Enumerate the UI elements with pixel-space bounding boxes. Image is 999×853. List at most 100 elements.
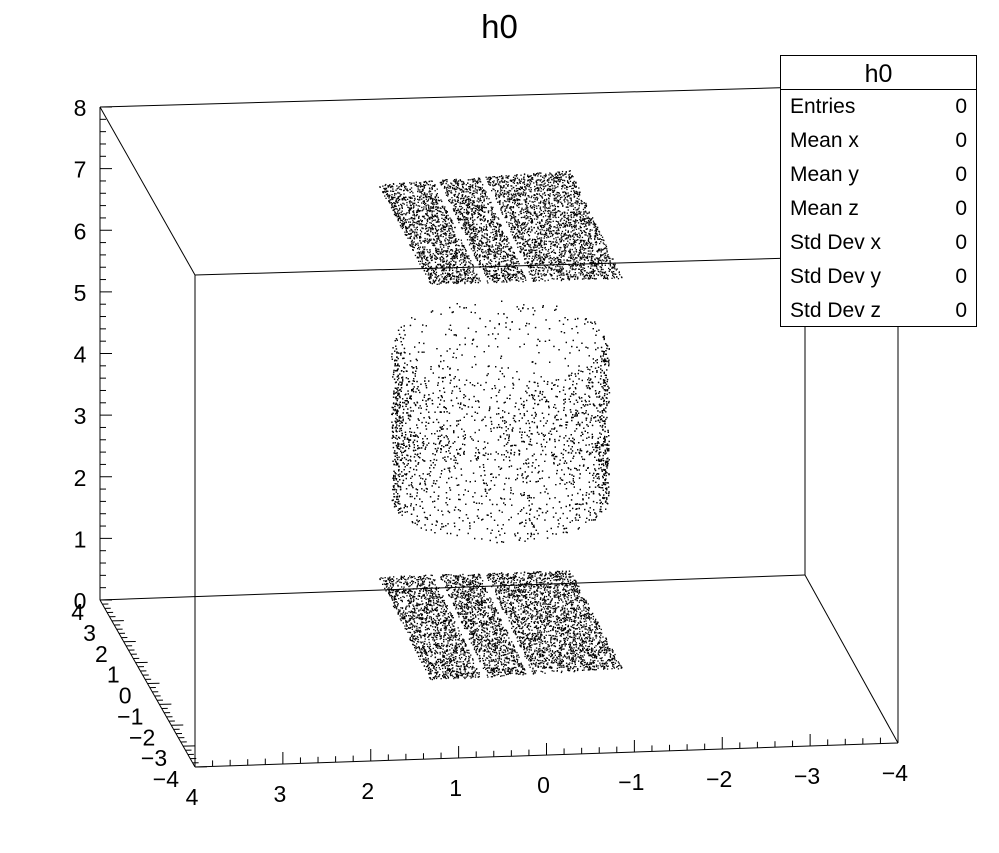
scatter-point bbox=[468, 222, 470, 224]
scatter-point bbox=[511, 223, 513, 225]
scatter-point bbox=[404, 188, 406, 190]
scatter-point bbox=[559, 276, 562, 279]
scatter-point bbox=[429, 208, 431, 210]
scatter-point bbox=[533, 212, 536, 215]
scatter-point bbox=[563, 250, 565, 252]
scatter-point bbox=[557, 183, 559, 185]
scatter-point bbox=[570, 225, 573, 228]
scatter-point bbox=[481, 251, 483, 253]
scatter-point bbox=[477, 179, 480, 181]
scatter-point bbox=[408, 209, 410, 212]
scatter-point bbox=[528, 264, 531, 266]
scatter-point bbox=[408, 207, 410, 209]
scatter-point bbox=[478, 255, 480, 257]
scatter-point bbox=[567, 260, 569, 262]
scatter-point bbox=[536, 236, 538, 238]
scatter-point bbox=[397, 213, 399, 215]
scatter-point bbox=[490, 232, 492, 234]
scatter-point bbox=[418, 223, 420, 225]
scatter-point bbox=[411, 243, 413, 245]
scatter-point bbox=[530, 207, 532, 209]
scatter-point bbox=[569, 235, 572, 237]
scatter-point bbox=[520, 216, 523, 219]
scatter-point bbox=[484, 237, 486, 239]
scatter-point bbox=[450, 253, 452, 255]
scatter-point bbox=[410, 216, 412, 219]
scatter-point bbox=[587, 250, 589, 252]
scatter-point bbox=[584, 207, 587, 209]
scatter-point bbox=[453, 208, 455, 210]
scatter-point bbox=[488, 241, 491, 243]
scatter-point bbox=[560, 213, 562, 216]
scatter-point bbox=[551, 268, 553, 271]
scatter-point bbox=[503, 258, 505, 260]
scatter-point bbox=[485, 270, 487, 272]
scatter-point bbox=[511, 197, 513, 200]
scatter-point bbox=[502, 260, 504, 263]
scatter-point bbox=[522, 242, 524, 245]
scatter-point bbox=[496, 179, 499, 181]
scatter-point bbox=[384, 195, 386, 197]
scatter-point bbox=[518, 214, 520, 216]
scatter-point bbox=[498, 196, 500, 199]
scatter-point bbox=[473, 277, 475, 279]
scatter-point bbox=[529, 218, 532, 220]
scatter-point bbox=[505, 252, 508, 255]
scatter-point bbox=[461, 195, 463, 197]
scatter-point bbox=[451, 253, 453, 255]
scatter-point bbox=[411, 190, 413, 192]
scatter-point bbox=[462, 199, 465, 201]
scatter-point bbox=[483, 268, 485, 270]
scatter-point bbox=[514, 174, 516, 177]
scatter-point bbox=[598, 258, 600, 260]
scatter-point bbox=[596, 233, 598, 235]
scatter-point bbox=[545, 174, 547, 177]
scatter-point bbox=[485, 227, 487, 230]
scatter-point bbox=[474, 188, 476, 190]
scatter-point bbox=[506, 205, 509, 207]
scatter-point bbox=[467, 182, 469, 184]
scatter-point bbox=[413, 213, 415, 216]
scatter-point bbox=[533, 226, 535, 229]
scatter-point bbox=[480, 249, 483, 251]
scatter-point bbox=[513, 252, 515, 254]
scatter-point bbox=[495, 229, 498, 232]
scatter-point bbox=[540, 184, 542, 186]
scatter-point bbox=[535, 230, 538, 232]
scatter-point bbox=[537, 272, 539, 274]
scatter-point bbox=[551, 274, 553, 277]
scatter-point bbox=[492, 176, 494, 178]
scatter-point bbox=[578, 187, 580, 189]
scatter-point bbox=[463, 245, 465, 248]
scatter-point bbox=[582, 216, 584, 218]
scatter-point bbox=[514, 177, 517, 180]
scatter-point bbox=[523, 223, 525, 226]
scatter-point bbox=[403, 196, 405, 198]
scatter-point bbox=[540, 241, 542, 243]
scatter-point bbox=[474, 276, 476, 278]
scatter-point bbox=[522, 237, 524, 239]
scatter-point bbox=[514, 189, 516, 192]
scatter-point bbox=[577, 261, 579, 263]
scatter-point bbox=[540, 240, 542, 242]
scatter-point bbox=[535, 223, 537, 225]
scatter-point bbox=[548, 261, 550, 263]
scatter-point bbox=[442, 278, 445, 280]
scatter-point bbox=[518, 188, 520, 190]
scatter-point bbox=[440, 231, 442, 233]
scatter-point bbox=[468, 202, 470, 204]
scatter-point bbox=[501, 207, 503, 209]
scatter-point bbox=[469, 262, 471, 264]
scatter-point bbox=[478, 277, 480, 279]
scatter-point bbox=[386, 190, 388, 193]
scatter-point bbox=[421, 254, 423, 256]
scatter-point bbox=[583, 241, 585, 243]
scatter-point bbox=[539, 242, 541, 245]
right-bottom-edge bbox=[804, 574, 899, 744]
scatter-point bbox=[428, 207, 430, 209]
scatter-point bbox=[445, 182, 447, 185]
scatter-point bbox=[472, 229, 475, 231]
scatter-point bbox=[458, 278, 460, 280]
scatter-point bbox=[495, 273, 497, 275]
scatter-point bbox=[563, 216, 565, 218]
